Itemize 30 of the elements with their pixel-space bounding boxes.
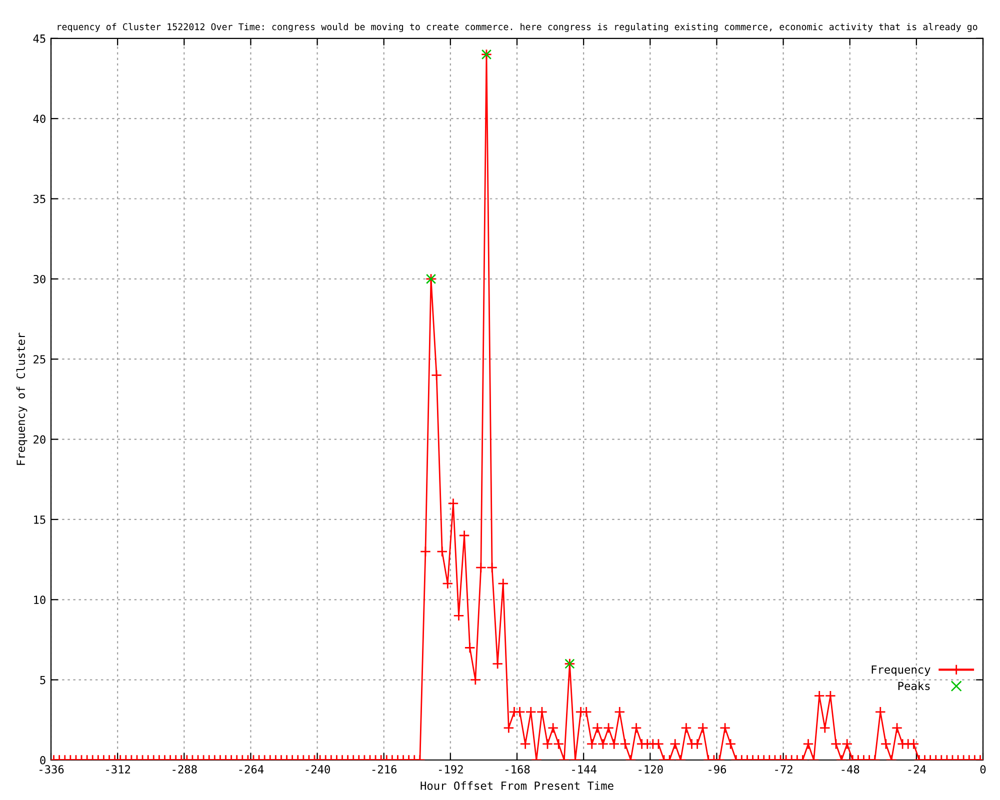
x-tick-label: -336 — [40, 765, 64, 774]
x-tick-label: -24 — [908, 765, 926, 774]
x-tick-label: -288 — [172, 765, 197, 774]
y-tick-label: 5 — [40, 676, 46, 684]
x-tick-label: -120 — [638, 765, 663, 774]
x-tick-label: -48 — [842, 765, 860, 774]
x-tick-label: -312 — [106, 765, 130, 774]
chart-title: requency of Cluster 1522012 Over Time: congress would be moving to create commerce. here congress is regulating existing commerce, economic activity that is already go — [58, 23, 978, 32]
y-tick-label: 10 — [34, 596, 46, 604]
x-tick-label: 0 — [980, 765, 986, 774]
y-tick-label: 15 — [34, 516, 46, 524]
x-tick-label: -72 — [775, 765, 792, 774]
y-axis-title: Frequency of Cluster — [16, 332, 28, 465]
y-tick-label: 45 — [33, 34, 46, 43]
y-tick-label: 35 — [34, 194, 46, 204]
x-tick-label: -264 — [239, 765, 264, 774]
legend-label: Frequency — [872, 665, 930, 676]
x-tick-label: -192 — [438, 765, 463, 774]
x-tick-label: -168 — [506, 765, 530, 774]
y-tick-label: 0 — [40, 756, 46, 764]
y-tick-label: 20 — [34, 435, 46, 444]
y-tick-label: 30 — [34, 274, 46, 284]
x-axis-title: Hour Offset From Present Time — [420, 781, 614, 790]
y-tick-label: 25 — [34, 355, 46, 364]
x-tick-label: -96 — [708, 765, 726, 774]
x-tick-label: -240 — [306, 765, 330, 774]
legend-label: Peaks — [898, 682, 930, 690]
x-tick-label: -216 — [372, 765, 397, 774]
y-tick-label: 40 — [33, 114, 46, 123]
x-tick-label: -144 — [572, 765, 596, 774]
